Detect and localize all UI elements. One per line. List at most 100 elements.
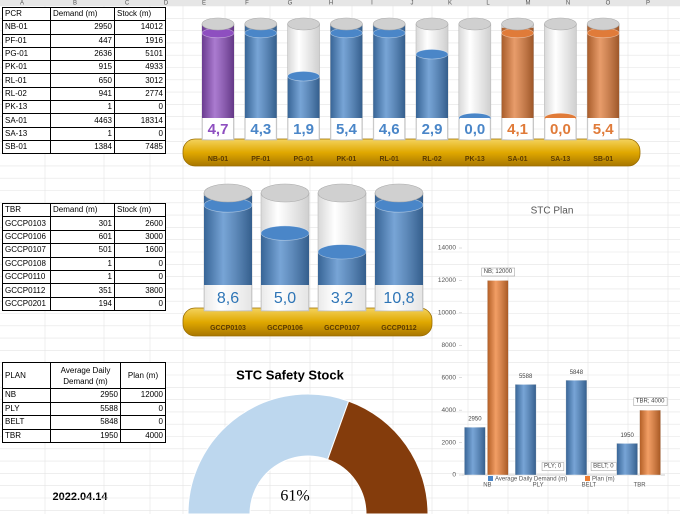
table-row: GCCP0103 301 2600 [2,216,166,231]
cell: 0 [120,401,166,416]
table-row: PK-01 915 4933 [2,60,166,75]
bar-shade [515,384,537,475]
data-table: PLAN Average Daily Demand (m) Plan (m) NB 29… [2,362,166,443]
data-label: BELT; 0 [593,464,614,470]
fill-cap [260,225,310,241]
cell: 1950 [50,428,121,443]
data-label-box [481,267,515,277]
category-label: GCCP0106 [267,325,303,332]
x-tick-label: BELT [582,483,597,489]
table-row: RL-02 941 2774 [2,86,166,102]
cell: 650 [50,73,115,88]
cell: 0 [120,415,166,430]
y-tick-label: 12000 [438,277,456,284]
value-label: 5,4 [593,121,615,138]
cell: 1600 [114,243,166,258]
cell: 7485 [114,139,166,155]
header-cell: Plan (m) [120,362,166,389]
cell: 601 [50,229,115,245]
cylinder-top [201,17,235,31]
header-row: TBR Demand (m) Stock (m) [2,202,166,218]
cylinder-top [458,17,492,31]
cylinder-top [287,17,320,31]
table-row: NB-01 2950 14012 [2,20,166,35]
y-tick-label: 8000 [442,342,457,349]
cylinder-top [374,183,424,203]
header-cell: PLAN [2,362,51,389]
cell: 18314 [114,113,166,128]
y-tick-label: 6000 [442,374,457,381]
cell: 2636 [50,46,115,62]
fill-cap [415,49,449,60]
legend-label: Plan (m) [592,477,615,483]
cell: 3012 [114,73,166,88]
value-box [376,285,422,310]
cell: 941 [50,86,115,102]
cylinder-top [586,17,620,31]
cell: 5101 [114,46,166,62]
cell: RL-02 [2,86,51,102]
value-box [245,118,276,139]
bar-shade [616,443,638,475]
column-letter: K [448,1,452,7]
value-label: 5,4 [336,121,358,138]
cylinder-shade [287,76,320,118]
column-header-bar [0,0,680,6]
cylinder-fill-group [587,24,620,118]
cell: PF-01 [2,33,51,48]
value-label: 1,9 [293,121,314,138]
y-tick-label: 10000 [438,310,456,317]
value-label: 3,2 [331,290,353,307]
gauge-rest-arc [327,400,429,514]
value-box [331,118,362,139]
cell: 4000 [120,428,166,443]
cylinder-shade [202,24,234,118]
table-row: RL-01 650 3012 [2,73,166,88]
cylinder-shade [501,27,534,118]
value-label: 8,6 [217,290,239,307]
gauge-value-arc [187,393,350,514]
cell: 0 [114,256,166,271]
category-label: SB-01 [593,156,613,163]
header-cell: Average Daily Demand (m) [50,362,121,389]
data-label-box [590,462,617,471]
fill-cap [287,71,320,82]
category-label: GCCP0103 [210,325,246,332]
cylinder-fill-group [287,76,320,118]
cylinder-fill-group [501,27,534,118]
cylinder-top [330,17,363,31]
bar-shade [487,280,509,475]
cell: TBR [2,428,51,443]
cell: RL-01 [2,73,51,88]
cell: 2774 [114,86,166,102]
header-cell: PCR [2,6,51,22]
cell: GCCP0108 [2,256,51,271]
cylinder-fill-group [330,24,363,118]
gauge-value-label: 61% [280,488,309,505]
cell: 2600 [114,216,166,231]
data-label: PLY; 0 [544,464,562,470]
cylinder-top [260,183,310,203]
fill-cap [317,244,367,260]
cell: 194 [50,296,115,312]
cell: SA-13 [2,126,51,141]
category-label: PK-13 [465,156,485,163]
y-tick-label: 14000 [438,245,456,252]
data-label: NB; 12000 [484,269,513,275]
column-letter: N [566,1,570,7]
header-cell: Demand (m) [50,6,115,22]
table-row: GCCP0110 1 0 [2,269,166,285]
value-box [262,285,308,310]
cell: SA-01 [2,113,51,128]
value-box [502,118,533,139]
table-row: PK-13 1 0 [2,100,166,115]
cell: 1 [50,100,115,115]
cylinder-fill-group [244,24,277,118]
cylinder-top [501,17,534,31]
legend-swatch [488,476,493,481]
category-label: RL-01 [379,156,399,163]
column-letter: L [486,1,490,7]
y-tick-label: 0 [452,472,456,479]
cell: 1 [50,269,115,285]
